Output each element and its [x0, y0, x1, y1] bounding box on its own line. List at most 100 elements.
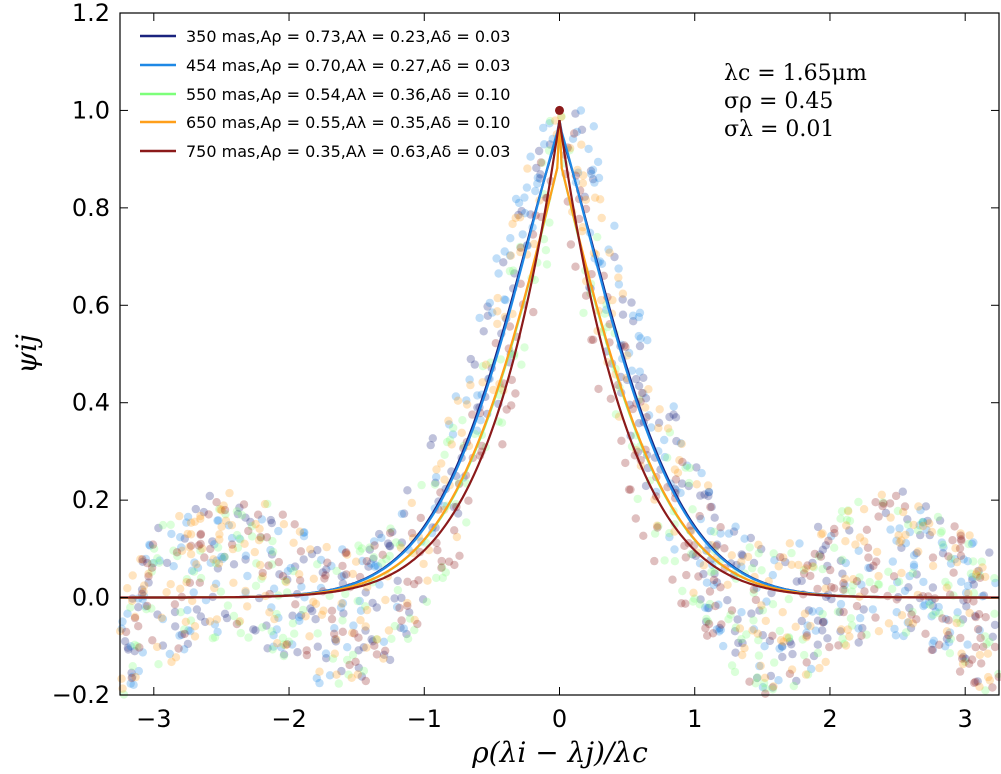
scatter-point-650-mas [215, 530, 224, 539]
scatter-point-550-mas [603, 322, 612, 332]
scatter-point-350-mas [768, 683, 777, 692]
scatter-point-550-mas [438, 573, 447, 583]
scatter-point-454-mas [775, 644, 784, 653]
scatter-point-650-mas [315, 667, 324, 676]
scatter-point-550-mas [702, 614, 711, 624]
scatter-point-454-mas [257, 515, 267, 524]
scatter-point-650-mas [844, 507, 853, 516]
scatter-point-550-mas [403, 634, 413, 643]
scatter-point-350-mas [752, 673, 762, 683]
y-tick-label: 0.8 [72, 194, 110, 222]
scatter-point-750-mas [921, 629, 930, 638]
scatter-point-454-mas [540, 140, 549, 149]
scatter-point-750-mas [879, 499, 888, 508]
scatter-point-650-mas [188, 596, 197, 606]
scatter-point-750-mas [361, 676, 370, 686]
scatter-point-454-mas [343, 643, 352, 652]
scatter-point-454-mas [927, 612, 936, 621]
scatter-point-650-mas [225, 488, 234, 498]
scatter-point-650-mas [254, 536, 264, 545]
scatter-point-454-mas [129, 680, 138, 689]
scatter-point-750-mas [695, 511, 704, 521]
scatter-point-550-mas [458, 416, 467, 425]
scatter-point-750-mas [433, 546, 442, 555]
scatter-point-350-mas [778, 652, 787, 662]
scatter-point-550-mas [440, 450, 449, 459]
scatter-point-750-mas [403, 577, 412, 586]
scatter-point-350-mas [241, 555, 250, 564]
scatter-point-550-mas [784, 634, 793, 643]
scatter-point-750-mas [464, 496, 473, 505]
scatter-point-550-mas [836, 514, 845, 523]
scatter-point-454-mas [614, 280, 624, 289]
scatter-point-650-mas [493, 319, 502, 329]
scatter-point-454-mas [123, 609, 132, 618]
scatter-point-750-mas [220, 505, 230, 515]
scatter-point-650-mas [342, 550, 352, 559]
scatter-point-454-mas [235, 534, 244, 543]
scatter-point-350-mas [639, 373, 648, 382]
scatter-point-650-mas [774, 562, 783, 571]
scatter-point-550-mas [985, 637, 994, 647]
scatter-point-550-mas [952, 614, 961, 623]
scatter-point-454-mas [929, 636, 939, 645]
scatter-point-350-mas [962, 602, 971, 611]
scatter-point-750-mas [799, 569, 809, 578]
scatter-point-454-mas [339, 571, 349, 580]
scatter-point-350-mas [322, 654, 331, 663]
scatter-point-454-mas [919, 577, 928, 587]
scatter-point-550-mas [422, 597, 432, 606]
scatter-point-650-mas [362, 643, 371, 652]
scatter-point-650-mas [171, 653, 181, 662]
scatter-point-350-mas [838, 569, 847, 578]
scatter-point-750-mas [196, 539, 205, 549]
scatter-point-750-mas [964, 659, 974, 668]
scatter-point-454-mas [628, 311, 638, 320]
scatter-point-454-mas [533, 173, 542, 182]
scatter-point-650-mas [897, 611, 907, 620]
scatter-point-650-mas [332, 670, 341, 679]
scatter-point-550-mas [684, 478, 694, 488]
scatter-point-454-mas [701, 603, 710, 612]
scatter-point-454-mas [706, 526, 715, 536]
scatter-point-454-mas [944, 638, 954, 647]
scatter-point-650-mas [928, 561, 938, 571]
scatter-point-550-mas [166, 520, 175, 529]
scatter-point-650-mas [699, 561, 708, 570]
scatter-point-550-mas [809, 563, 819, 572]
scatter-point-454-mas [590, 178, 599, 187]
scatter-point-650-mas [235, 617, 245, 626]
scatter-point-550-mas [284, 637, 294, 646]
scatter-point-750-mas [274, 557, 283, 567]
scatter-point-750-mas [927, 645, 936, 655]
scatter-point-550-mas [848, 581, 858, 590]
scatter-point-550-mas [933, 512, 943, 522]
scatter-point-550-mas [221, 510, 230, 519]
scatter-point-750-mas [708, 629, 718, 638]
scatter-point-750-mas [507, 375, 516, 385]
scatter-point-350-mas [747, 609, 756, 618]
scatter-point-750-mas [264, 561, 273, 570]
scatter-point-350-mas [262, 621, 271, 630]
scatter-point-550-mas [946, 634, 955, 644]
scatter-point-454-mas [919, 601, 928, 611]
scatter-point-350-mas [797, 616, 806, 626]
scatter-point-650-mas [884, 619, 894, 628]
scatter-point-454-mas [295, 613, 304, 622]
scatter-point-350-mas [921, 502, 931, 511]
scatter-point-750-mas [857, 631, 866, 640]
scatter-point-650-mas [895, 538, 904, 547]
scatter-point-550-mas [299, 605, 308, 615]
scatter-point-350-mas [154, 523, 163, 533]
scatter-point-550-mas [215, 505, 224, 514]
scatter-point-550-mas [328, 654, 338, 663]
scatter-point-350-mas [534, 146, 544, 156]
scatter-point-350-mas [699, 569, 708, 579]
annotation-lambda-c: λc = 1.65μm [724, 61, 867, 86]
scatter-point-350-mas [337, 666, 346, 676]
scatter-point-350-mas [923, 516, 932, 526]
scatter-point-454-mas [399, 624, 408, 633]
scatter-point-454-mas [266, 545, 275, 555]
x-tick-label: −1 [407, 705, 442, 733]
scatter-point-750-mas [505, 322, 515, 331]
